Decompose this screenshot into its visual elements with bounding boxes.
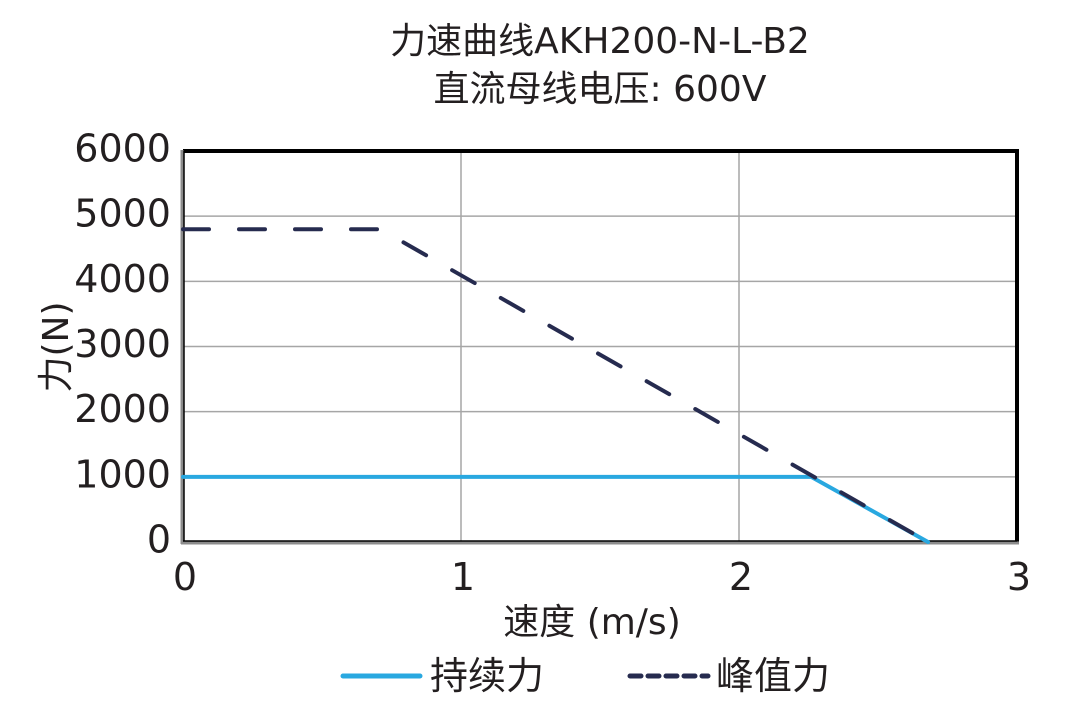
x-tick-label: 1: [451, 555, 475, 599]
legend: 持续力 峰值力: [340, 654, 830, 698]
chart-subtitle: 直流母线电压: 600V: [433, 69, 767, 110]
y-tick-label: 2000: [74, 387, 171, 431]
chart-title: 力速曲线AKH200-N-L-B2: [390, 21, 810, 62]
y-tick-label: 3000: [74, 322, 171, 366]
y-tick-label: 5000: [74, 192, 171, 236]
peak-force-line: [181, 227, 931, 544]
x-tick-label: 0: [173, 555, 197, 599]
x-axis-ticks: 0 1 2 3: [173, 555, 1031, 599]
y-tick-label: 0: [147, 518, 171, 562]
x-axis-label: 速度 (m/s): [503, 602, 681, 643]
x-tick-label: 2: [729, 555, 753, 599]
continuous-force-line: [181, 474, 931, 544]
y-tick-label: 6000: [74, 127, 171, 171]
data-series: [181, 227, 931, 544]
y-axis-label: 力(N): [36, 301, 77, 392]
grid-lines: [182, 150, 1018, 543]
y-axis-ticks: 0 1000 2000 3000 4000 5000 6000: [74, 127, 171, 562]
y-tick-label: 4000: [74, 257, 171, 301]
y-tick-label: 1000: [74, 452, 171, 496]
plot-frame: [180, 149, 1019, 545]
legend-peak-label: 峰值力: [716, 654, 830, 698]
x-tick-label: 3: [1007, 555, 1031, 599]
legend-continuous-label: 持续力: [430, 654, 544, 698]
